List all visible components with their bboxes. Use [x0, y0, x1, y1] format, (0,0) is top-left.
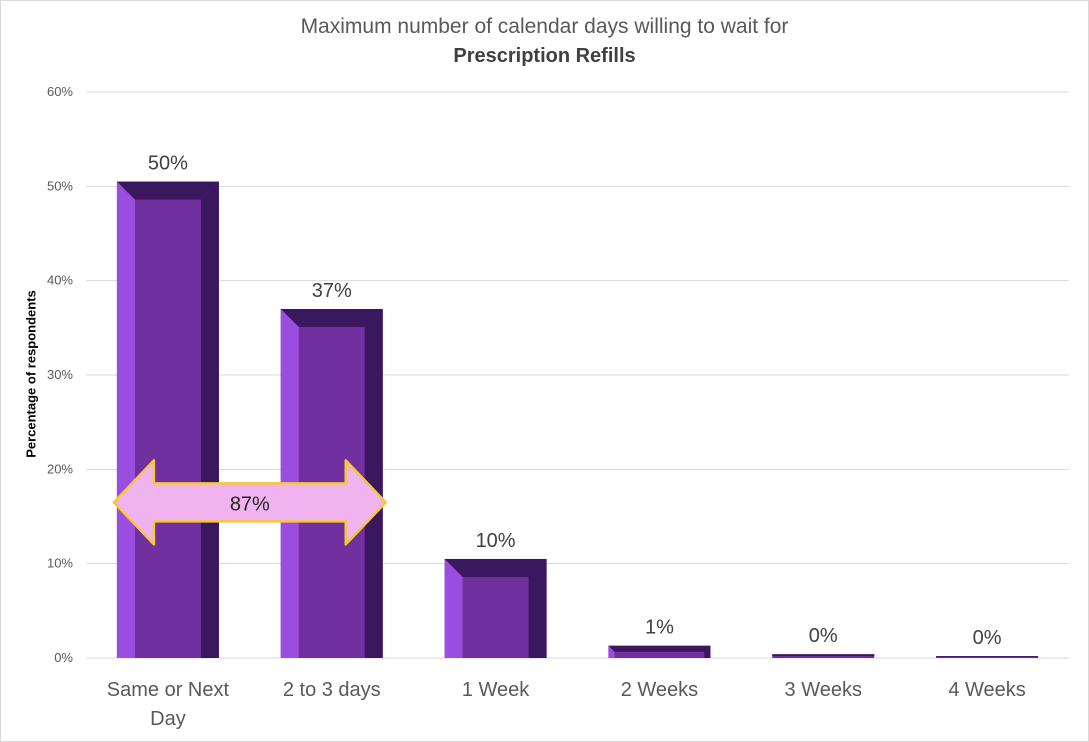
- bar-bevel-right: [704, 645, 711, 658]
- bar: [936, 656, 1039, 658]
- bar-bevel-top: [444, 558, 547, 577]
- y-tick-label: 60%: [47, 84, 73, 99]
- bar-bevel-top: [608, 645, 711, 652]
- bar-bevel-left: [116, 181, 135, 658]
- x-tick-label: Same or Next: [107, 679, 230, 701]
- bar: [116, 181, 219, 658]
- y-tick-label: 30%: [47, 367, 73, 382]
- y-tick-label: 20%: [47, 461, 73, 476]
- annotation-label: 87%: [230, 493, 270, 515]
- bar-top-edge: [772, 654, 875, 657]
- x-tick-label: 4 Weeks: [948, 679, 1025, 701]
- bar-bevel-right: [364, 308, 383, 658]
- bar: [772, 654, 875, 658]
- x-tick-label: 2 to 3 days: [283, 679, 381, 701]
- chart-title: Maximum number of calendar days willing …: [300, 15, 789, 38]
- y-tick-label: 40%: [47, 273, 73, 288]
- bar-bevel-right: [200, 181, 219, 658]
- data-label: 37%: [312, 280, 352, 302]
- data-label: 50%: [148, 153, 188, 175]
- bar: [608, 645, 711, 658]
- y-tick-label: 0%: [54, 650, 73, 665]
- data-label: 0%: [809, 625, 838, 647]
- x-tick-label: 3 Weeks: [785, 679, 862, 701]
- bar: [444, 558, 547, 658]
- y-tick-label: 10%: [47, 556, 73, 571]
- bar-bevel-top: [116, 181, 219, 200]
- double-arrow-annotation: [112, 459, 387, 546]
- y-tick-label: 50%: [47, 178, 73, 193]
- data-label: 1%: [645, 617, 674, 639]
- data-label: 10%: [476, 530, 516, 552]
- x-tick-label: Day: [150, 708, 186, 730]
- bar-bevel-top: [280, 308, 383, 327]
- x-tick-label: 1 Week: [462, 679, 530, 701]
- data-label: 0%: [973, 627, 1002, 649]
- bar-bevel-right: [528, 558, 547, 658]
- bar-bevel-left: [608, 645, 615, 658]
- bar-bevel-left: [444, 558, 463, 658]
- bar-top-edge: [936, 656, 1039, 658]
- chart-subtitle: Prescription Refills: [453, 45, 636, 67]
- x-tick-label: 2 Weeks: [621, 679, 698, 701]
